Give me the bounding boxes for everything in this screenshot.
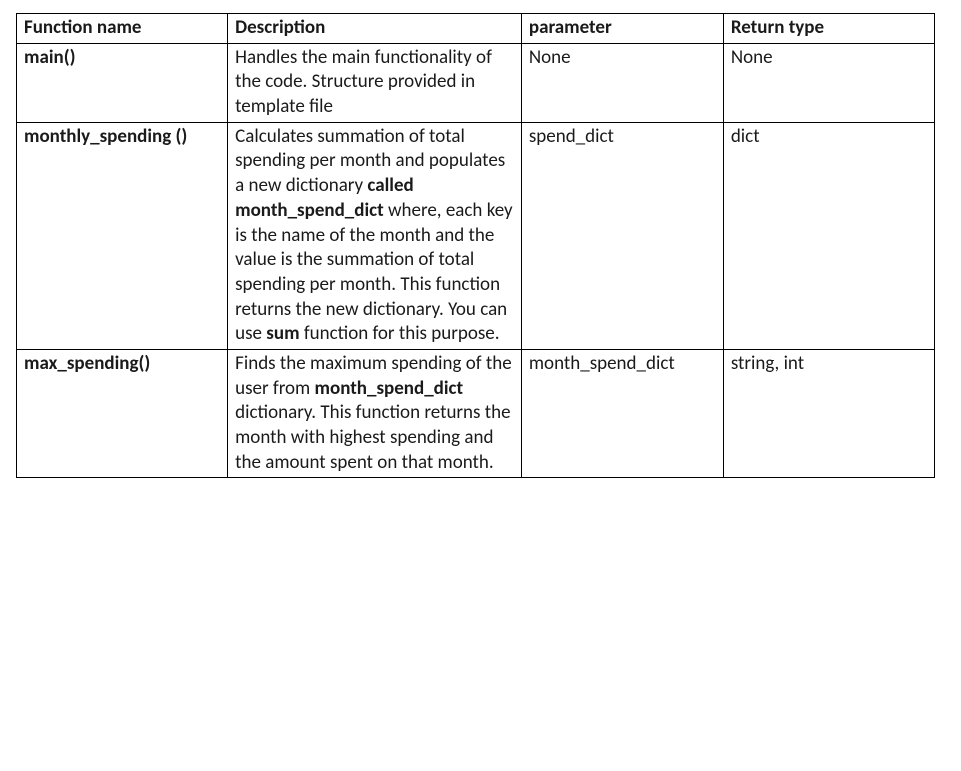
cell-description: Calculates summation of total spending p…: [228, 122, 522, 349]
cell-function-name: main(): [17, 43, 228, 122]
cell-parameter: month_spend_dict: [521, 349, 723, 477]
table-row: main() Handles the main functionality of…: [17, 43, 935, 122]
table-body: main() Handles the main functionality of…: [17, 43, 935, 478]
cell-return-type: string, int: [723, 349, 934, 477]
cell-function-name: max_spending(): [17, 349, 228, 477]
cell-description: Finds the maximum spending of the user f…: [228, 349, 522, 477]
col-header-return-type: Return type: [723, 14, 934, 44]
col-header-function-name: Function name: [17, 14, 228, 44]
cell-function-name: monthly_spending (): [17, 122, 228, 349]
page: Function name Description parameter Retu…: [0, 0, 961, 771]
table-row: monthly_spending () Calculates summation…: [17, 122, 935, 349]
cell-return-type: None: [723, 43, 934, 122]
col-header-description: Description: [228, 14, 522, 44]
functions-table: Function name Description parameter Retu…: [16, 13, 935, 478]
table-row: max_spending() Finds the maximum spendin…: [17, 349, 935, 477]
col-header-parameter: parameter: [521, 14, 723, 44]
table-header-row: Function name Description parameter Retu…: [17, 14, 935, 44]
cell-parameter: None: [521, 43, 723, 122]
cell-description: Handles the main functionality of the co…: [228, 43, 522, 122]
cell-parameter: spend_dict: [521, 122, 723, 349]
cell-return-type: dict: [723, 122, 934, 349]
